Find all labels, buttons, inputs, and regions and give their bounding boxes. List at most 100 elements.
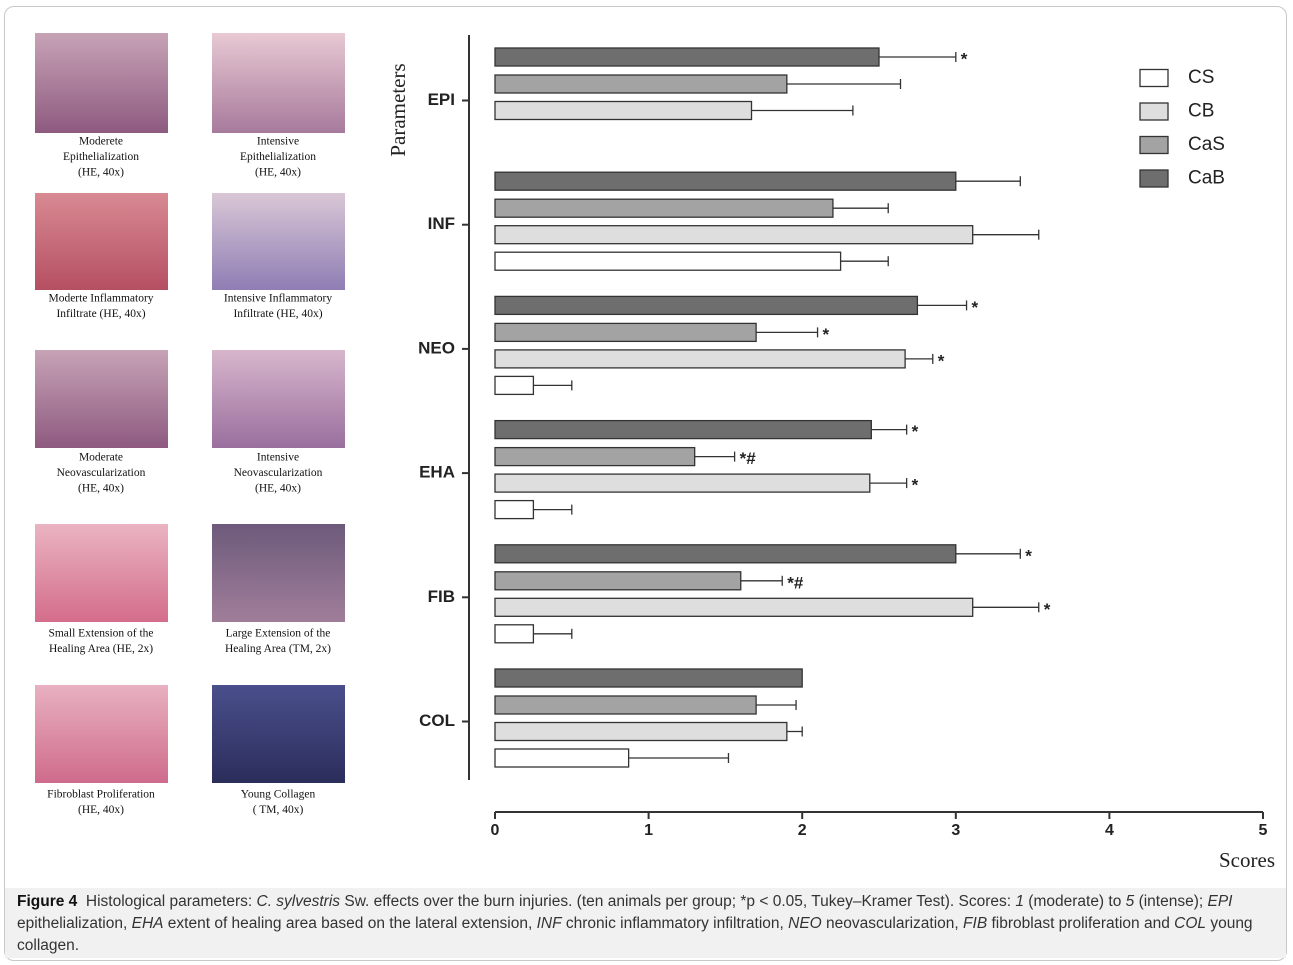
panel-caption: Epithelialization: [63, 151, 139, 163]
caption-text: EPI: [1208, 893, 1233, 910]
y-tick-label: COL: [419, 711, 455, 730]
panel-caption: Intensive: [257, 136, 299, 148]
legend-label: CaS: [1188, 134, 1225, 155]
panel-caption: Epithelialization: [240, 151, 316, 163]
significance-mark: *: [972, 298, 979, 317]
bar: [495, 226, 973, 244]
caption-text: fibroblast proliferation and: [987, 915, 1174, 932]
bar: [495, 448, 695, 466]
panel-caption: Healing Area (HE, 2x): [49, 643, 153, 655]
histology-image: [212, 350, 345, 448]
panel-caption: Healing Area (TM, 2x): [225, 643, 331, 655]
bar: [495, 376, 533, 394]
caption-text: 5: [1126, 893, 1135, 910]
panel-caption: Intensive Inflammatory: [224, 293, 333, 305]
bar: [495, 350, 905, 368]
significance-mark: *: [1025, 546, 1032, 565]
x-tick-label: 5: [1259, 822, 1268, 839]
significance-mark: *: [912, 476, 919, 495]
caption-text: (intense);: [1134, 893, 1207, 910]
histology-image: [212, 685, 345, 783]
panel-caption: Young Collagen: [241, 789, 316, 801]
legend-label: CaB: [1188, 168, 1225, 189]
significance-mark: *: [1044, 600, 1051, 619]
caption-text: Sw. effects over the burn injuries. (ten…: [340, 893, 1015, 910]
bar: [495, 172, 956, 190]
panel-caption: Neovascularization: [234, 467, 323, 479]
caption-text: (moderate) to: [1024, 893, 1126, 910]
bar: [495, 501, 533, 519]
caption-text: neovascularization,: [822, 915, 963, 932]
panel-caption: Large Extension of the: [226, 628, 331, 640]
significance-mark: *#: [787, 573, 804, 592]
caption-text: FIB: [963, 915, 987, 932]
x-tick-label: 2: [798, 822, 807, 839]
y-tick-label: NEO: [418, 338, 455, 357]
x-tick-label: 4: [1105, 822, 1114, 839]
y-axis-title: Parameters: [386, 63, 410, 156]
legend-swatch: [1140, 170, 1168, 187]
caption: Figure 4 Histological parameters: C. syl…: [5, 888, 1286, 958]
y-tick-label: EHA: [419, 463, 455, 482]
caption-text: EHA: [132, 915, 164, 932]
histology-image: [212, 524, 345, 622]
y-tick-label: FIB: [428, 587, 455, 606]
histology-image: [35, 33, 168, 133]
bar: [495, 421, 871, 439]
bar: [495, 723, 787, 741]
panel-caption: Small Extension of the: [48, 628, 153, 640]
bar: [495, 572, 741, 590]
panel-caption: (HE, 40x): [78, 483, 124, 495]
caption-label: Figure 4: [17, 893, 77, 910]
significance-mark: *: [912, 422, 919, 441]
bar: [495, 749, 629, 767]
caption-text: chronic inflammatory infiltration,: [562, 915, 789, 932]
legend-swatch: [1140, 103, 1168, 120]
bar: [495, 625, 533, 643]
panel-caption: ( TM, 40x): [253, 804, 304, 816]
histology-image: [35, 524, 168, 622]
x-tick-label: 0: [491, 822, 500, 839]
panel-caption: Infiltrate (HE, 40x): [56, 308, 145, 320]
panel-caption: Moderate: [79, 452, 123, 464]
panel-caption: Fibroblast Proliferation: [47, 789, 155, 801]
x-tick-label: 1: [644, 822, 653, 839]
caption-text: 1: [1015, 893, 1024, 910]
significance-mark: *: [961, 49, 968, 68]
bar: [495, 598, 973, 616]
panel-caption: (HE, 40x): [78, 167, 124, 179]
histology-image: [212, 193, 345, 290]
bar: [495, 252, 841, 270]
histology-image: [35, 193, 168, 290]
y-tick-label: EPI: [428, 90, 455, 109]
legend-label: CS: [1188, 67, 1214, 88]
caption-text: C. sylvestris: [257, 893, 341, 910]
caption-text: Histological parameters:: [86, 893, 257, 910]
panel-caption: (HE, 40x): [255, 167, 301, 179]
significance-mark: *#: [740, 449, 757, 468]
caption-text: COL: [1174, 915, 1206, 932]
bar: [495, 696, 756, 714]
bar: [495, 474, 870, 492]
bar: [495, 323, 756, 341]
panel-caption: (HE, 40x): [255, 483, 301, 495]
panel-caption: Neovascularization: [57, 467, 146, 479]
caption-text: extent of healing area based on the late…: [163, 915, 536, 932]
bar: [495, 296, 917, 314]
legend-label: CB: [1188, 101, 1214, 122]
bar: [495, 75, 787, 93]
legend-swatch: [1140, 70, 1168, 87]
x-axis-title: Scores: [1219, 848, 1275, 872]
histology-image: [212, 33, 345, 133]
bar: [495, 669, 802, 687]
caption-text: NEO: [788, 915, 822, 932]
x-tick-label: 3: [951, 822, 960, 839]
panel-caption: Intensive: [257, 452, 299, 464]
significance-mark: *: [938, 351, 945, 370]
histology-image: [35, 685, 168, 783]
bar: [495, 48, 879, 66]
bar: [495, 102, 752, 120]
bar: [495, 199, 833, 217]
panel-caption: Infiltrate (HE, 40x): [233, 308, 322, 320]
